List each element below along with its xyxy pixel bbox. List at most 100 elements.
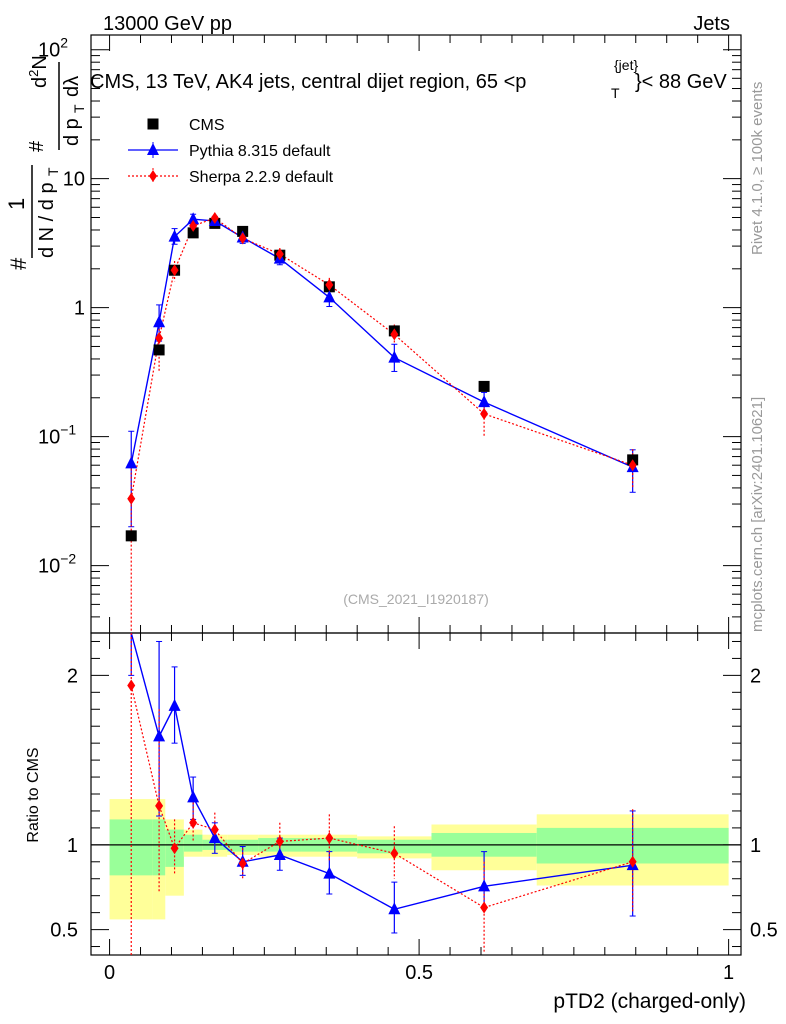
pythia-point [168,229,181,242]
ratio-y-tick-label-right: 1 [750,835,761,857]
title-tail: }< 88 GeV [635,71,727,93]
sherpa-point [127,492,136,505]
legend-label-cms: CMS [189,117,225,134]
legend-marker-sherpa [149,170,157,182]
cms-point [478,380,490,392]
header-right: Jets [693,13,730,35]
pythia-ratio-point [153,729,166,742]
legend-marker-pythia [147,143,159,155]
pythia-point [125,456,138,469]
ratio-y-tick-label-left: 0.5 [50,920,78,942]
sherpa-ratio-point [275,835,284,848]
legend-label-pythia: Pythia 8.315 default [189,143,331,160]
title-sub: T [611,85,620,101]
main-lines [130,217,633,499]
x-tick-label: 0.5 [405,962,433,984]
cms-point [153,344,165,356]
ratio-band-inner [183,834,203,852]
pythia-point [323,290,336,303]
legend-label-sherpa: Sherpa 2.2.9 default [189,169,334,186]
ratio-bands [109,799,729,920]
x-tick-label: 1 [723,962,734,984]
sherpa-ratio-line [130,685,633,909]
ylabel-dp: d p [61,118,83,146]
x-tick-label: 0 [104,962,115,984]
ylabel-dlambda: dλ [61,76,83,97]
cms-point [187,227,199,239]
sherpa-point [170,264,179,277]
pythia-point [388,350,401,363]
sherpa-point [155,332,164,345]
pythia-ratio-point [388,902,401,915]
sherpa-line [130,217,633,499]
sherpa-point [325,278,334,291]
sherpa-ratio-point [390,847,399,860]
sherpa-point [238,232,247,245]
y-tick-label: 10 [63,169,85,191]
ylabel-one: 1 [4,198,29,210]
sherpa-point [480,407,489,420]
ratio-band-inner [152,819,166,876]
sherpa-point [390,328,399,341]
y-tick-label: 102 [38,35,68,62]
ratio-y-label: Ratio to CMS [25,747,42,842]
sherpa-ratio-point [170,842,179,855]
ylabel-dp-sub: T [71,104,87,113]
ratio-panel: 0.5 0.5 1 1 2 2 0 0.5 1 Ratio to CMS pTD2 (charg… [25,632,778,1013]
pythia-point [187,212,200,225]
pythia-ratio-point [273,848,286,861]
ylabel-den1: d N / d p [36,182,58,258]
ratio-band-inner [227,839,259,852]
y-tick-label: 10−1 [38,422,76,449]
y-tick-label: 1 [74,298,85,320]
ratio-markers [127,679,639,915]
ratio-y-tick-label-left: 1 [67,835,78,857]
sherpa-point [275,248,284,261]
sherpa-point [210,212,219,225]
legend: CMS Pythia 8.315 default Sherpa 2.2.9 defa… [128,117,334,186]
sherpa-ratio-point [480,901,489,914]
ratio-error-bars [128,633,636,955]
ratio-frame [90,632,742,956]
title-main: CMS, 13 TeV, AK4 jets, central dijet reg… [90,71,526,93]
plot-title: CMS, 13 TeV, AK4 jets, central dijet reg… [90,57,727,101]
header-left: 13000 GeV pp [103,13,232,35]
sherpa-point [189,219,198,232]
pythia-point [478,395,491,408]
main-ticks: 10−2 10−1 1 10 102 [38,35,741,634]
ratio-y-tick-label-left: 2 [67,665,78,687]
ylabel-hash1: # [6,257,31,270]
ylabel-hash2: # [26,140,48,152]
pythia-ratio-point [187,790,200,803]
sherpa-ratio-point [155,799,164,812]
sherpa-ratio-point [325,832,334,845]
y-tick-label: 10−2 [38,551,76,578]
mcplots-label: mcplots.cern.ch [arXiv:2401.10621] [749,397,766,632]
ylabel-den1-sub: T [45,167,61,176]
sherpa-ratio-point [238,857,247,870]
x-axis-label: pTD2 (charged-only) [553,990,746,1013]
ratio-ticks: 0.5 0.5 1 1 2 2 0 0.5 1 [50,633,778,984]
pythia-point [153,315,166,328]
ylabel-d2n: d2N [26,55,51,88]
pythia-line [130,218,633,468]
sherpa-ratio-point [127,679,136,692]
pythia-ratio-point [168,698,181,711]
pythia-ratio-point [323,866,336,879]
cms-point [125,530,137,542]
sherpa-ratio-point [628,855,637,868]
main-panel: 10−2 10−1 1 10 102 CMS, 13 TeV, AK4 jets, ce… [4,34,742,634]
sherpa-ratio-point [189,816,198,829]
sherpa-point [628,459,637,472]
pythia-ratio-point [208,831,221,844]
rivet-version-label: Rivet 4.1.0, ≥ 100k events [749,82,766,255]
title-sup: {jet} [614,57,638,73]
pythia-ratio-point [478,879,491,892]
ratio-y-tick-label-right: 0.5 [750,920,778,942]
ratio-y-tick-label-right: 2 [750,665,761,687]
main-error-bars [128,213,636,633]
main-markers [125,212,639,542]
legend-marker-cms [147,118,159,130]
y-axis-label: # 1 d N / d p T # d p T dλ d2N [4,55,87,270]
